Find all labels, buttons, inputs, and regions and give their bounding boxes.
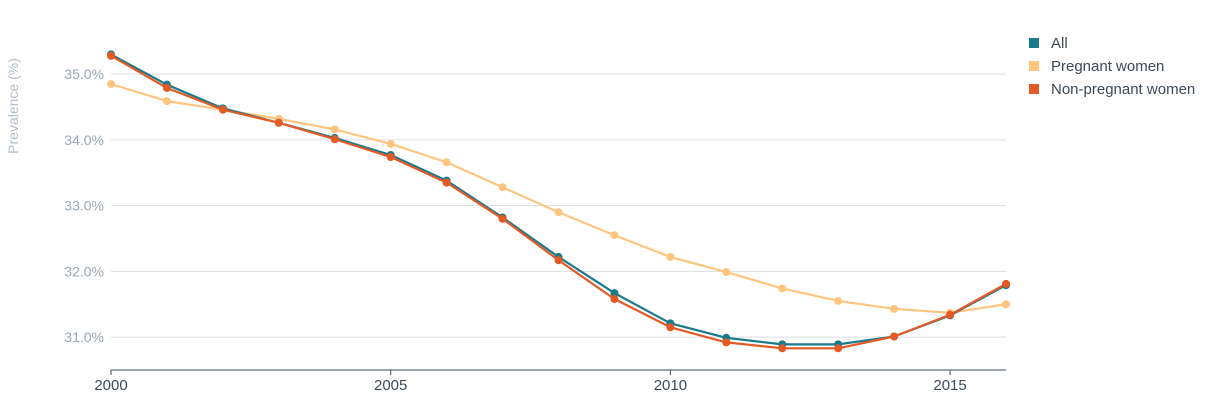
legend: All Pregnant women Non-pregnant women bbox=[1029, 35, 1195, 98]
legend-label: Non-pregnant women bbox=[1051, 81, 1195, 98]
x-tick-label: 2005 bbox=[374, 377, 407, 394]
y-tick-label: 31.0% bbox=[64, 329, 104, 345]
y-tick-label: 32.0% bbox=[64, 263, 104, 279]
data-point-non-pregnant-women[interactable] bbox=[107, 51, 115, 60]
data-point-pregnant-women[interactable] bbox=[666, 252, 675, 261]
data-point-pregnant-women[interactable] bbox=[498, 183, 507, 192]
data-point-non-pregnant-women[interactable] bbox=[386, 152, 395, 161]
data-point-non-pregnant-women[interactable] bbox=[1002, 279, 1010, 288]
axes: 31.0% 32.0% 33.0% 34.0% 35.0% 2000 2005 2010 201… bbox=[5, 58, 1006, 394]
series-all bbox=[107, 50, 1010, 349]
x-tick-label: 2000 bbox=[94, 377, 127, 394]
data-point-non-pregnant-women[interactable] bbox=[610, 294, 619, 303]
data-point-pregnant-women[interactable] bbox=[107, 80, 115, 89]
legend-swatch bbox=[1029, 61, 1039, 71]
data-point-pregnant-women[interactable] bbox=[1002, 300, 1010, 309]
data-point-all[interactable] bbox=[610, 289, 619, 298]
legend-item-pregnant-women[interactable]: Pregnant women bbox=[1029, 58, 1164, 75]
data-point-pregnant-women[interactable] bbox=[330, 125, 339, 134]
data-point-non-pregnant-women[interactable] bbox=[498, 214, 507, 223]
gridlines bbox=[111, 73, 1006, 338]
legend-item-all[interactable]: All bbox=[1029, 35, 1068, 52]
data-point-non-pregnant-women[interactable] bbox=[162, 83, 171, 92]
data-point-non-pregnant-women[interactable] bbox=[442, 178, 451, 187]
data-point-non-pregnant-women[interactable] bbox=[218, 105, 227, 114]
series-line-pregnant-women bbox=[109, 82, 1008, 314]
data-point-non-pregnant-women[interactable] bbox=[778, 344, 787, 353]
series-pregnant-women bbox=[107, 80, 1010, 317]
data-point-pregnant-women[interactable] bbox=[162, 97, 171, 106]
series-non-pregnant-women bbox=[107, 51, 1010, 353]
data-point-pregnant-women[interactable] bbox=[778, 284, 787, 293]
y-tick-label: 35.0% bbox=[64, 66, 104, 82]
series-line-all bbox=[109, 53, 1008, 346]
data-point-non-pregnant-women[interactable] bbox=[330, 135, 339, 144]
x-tick-label: 2010 bbox=[654, 377, 687, 394]
y-tick-label: 34.0% bbox=[64, 132, 104, 148]
data-point-pregnant-women[interactable] bbox=[386, 139, 395, 148]
data-point-non-pregnant-women[interactable] bbox=[834, 344, 843, 353]
data-point-non-pregnant-women[interactable] bbox=[274, 118, 283, 127]
data-point-pregnant-women[interactable] bbox=[722, 268, 731, 277]
data-point-non-pregnant-women[interactable] bbox=[554, 256, 563, 265]
data-point-pregnant-women[interactable] bbox=[610, 231, 619, 240]
x-tick-label: 2015 bbox=[933, 377, 966, 394]
series-lines bbox=[107, 50, 1010, 353]
y-tick-label: 33.0% bbox=[64, 198, 104, 214]
legend-item-non-pregnant-women[interactable]: Non-pregnant women bbox=[1029, 81, 1195, 98]
data-point-non-pregnant-women[interactable] bbox=[946, 310, 955, 319]
series-line-non-pregnant-women bbox=[109, 54, 1008, 350]
data-point-non-pregnant-women[interactable] bbox=[666, 323, 675, 332]
data-point-pregnant-women[interactable] bbox=[834, 296, 843, 305]
legend-swatch bbox=[1029, 38, 1039, 48]
legend-swatch bbox=[1029, 84, 1039, 94]
data-point-non-pregnant-women[interactable] bbox=[890, 332, 899, 341]
data-point-non-pregnant-women[interactable] bbox=[722, 338, 731, 347]
data-point-pregnant-women[interactable] bbox=[554, 208, 563, 217]
legend-label: Pregnant women bbox=[1051, 58, 1164, 75]
data-point-pregnant-women[interactable] bbox=[442, 158, 451, 167]
y-axis-title: Prevalence (%) bbox=[5, 58, 21, 154]
data-point-pregnant-women[interactable] bbox=[890, 304, 899, 313]
legend-label: All bbox=[1051, 35, 1068, 52]
